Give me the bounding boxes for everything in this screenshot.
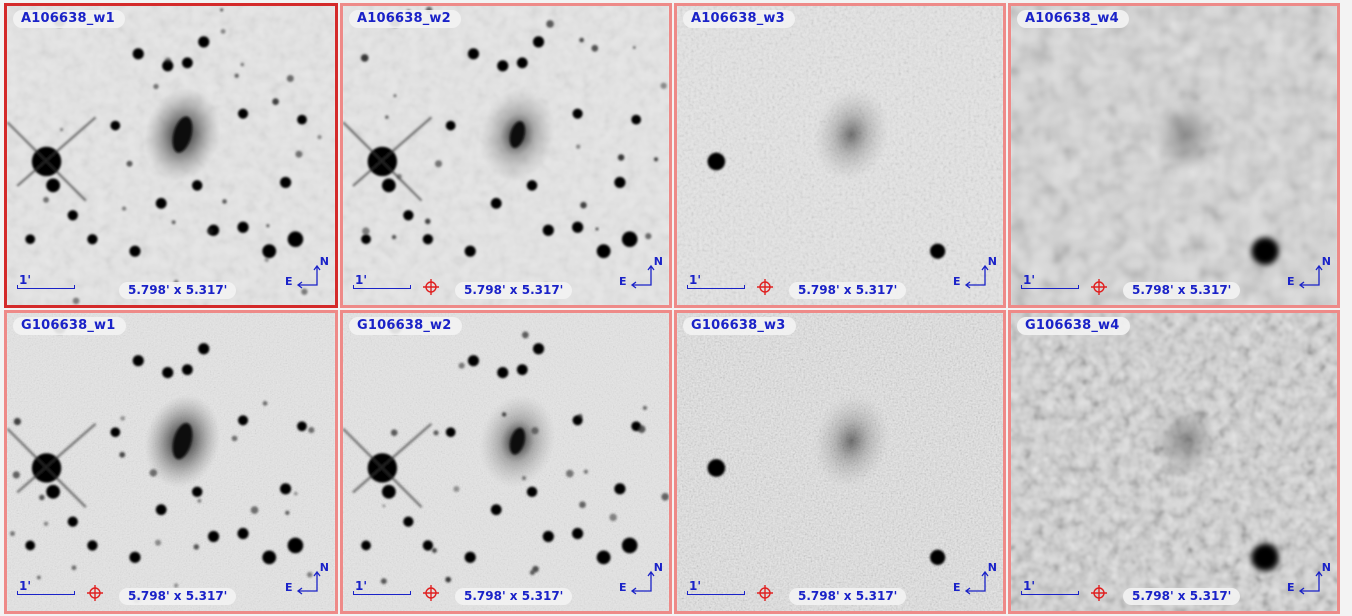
compass-icon: N E bbox=[1287, 255, 1331, 293]
tile-title: G106638_w2 bbox=[349, 317, 462, 335]
image-tile-g-w2[interactable]: G106638_w2 1' 5.798' x 5.317' N E bbox=[340, 310, 672, 614]
scale-bar: 1' bbox=[687, 579, 749, 597]
target-crosshair-icon[interactable] bbox=[757, 279, 773, 295]
scale-label: 1' bbox=[19, 273, 32, 287]
compass-north-label: N bbox=[987, 255, 997, 268]
scale-bar: 1' bbox=[687, 273, 749, 291]
compass-north-label: N bbox=[1321, 561, 1331, 574]
field-size-label: 5.798' x 5.317' bbox=[1123, 588, 1241, 605]
compass-icon: N E bbox=[285, 561, 329, 599]
tile-title: G106638_w1 bbox=[13, 317, 126, 335]
tile-title: A106638_w2 bbox=[349, 10, 461, 28]
scale-label: 1' bbox=[19, 579, 32, 593]
compass-north-label: N bbox=[653, 255, 663, 268]
target-crosshair-icon[interactable] bbox=[423, 585, 439, 601]
scale-bar: 1' bbox=[17, 273, 79, 291]
compass-east-label: E bbox=[953, 581, 961, 594]
image-tile-g-w4[interactable]: G106638_w4 1' 5.798' x 5.317' N E bbox=[1008, 310, 1340, 614]
field-size-label: 5.798' x 5.317' bbox=[455, 282, 573, 299]
compass-east-label: E bbox=[1287, 581, 1295, 594]
compass-east-label: E bbox=[619, 275, 627, 288]
field-size-label: 5.798' x 5.317' bbox=[119, 282, 237, 299]
scale-bar: 1' bbox=[1021, 273, 1083, 291]
scale-label: 1' bbox=[1023, 579, 1036, 593]
field-size-label: 5.798' x 5.317' bbox=[119, 588, 237, 605]
image-tile-g-w3[interactable]: G106638_w3 1' 5.798' x 5.317' N E bbox=[674, 310, 1006, 614]
compass-north-label: N bbox=[319, 561, 329, 574]
image-tile-a-w4[interactable]: A106638_w4 1' 5.798' x 5.317' N E bbox=[1008, 3, 1340, 308]
tile-title: G106638_w4 bbox=[1017, 317, 1130, 335]
compass-north-label: N bbox=[653, 561, 663, 574]
scale-label: 1' bbox=[355, 273, 368, 287]
compass-north-label: N bbox=[987, 561, 997, 574]
target-crosshair-icon[interactable] bbox=[1091, 279, 1107, 295]
scale-label: 1' bbox=[689, 273, 702, 287]
scale-label: 1' bbox=[1023, 273, 1036, 287]
image-tile-a-w3[interactable]: A106638_w3 1' 5.798' x 5.317' N E bbox=[674, 3, 1006, 308]
sky-image bbox=[677, 313, 1003, 611]
scale-label: 1' bbox=[689, 579, 702, 593]
compass-icon: N E bbox=[953, 561, 997, 599]
field-size-label: 5.798' x 5.317' bbox=[789, 588, 907, 605]
sky-image bbox=[343, 313, 669, 611]
sky-image bbox=[1011, 313, 1337, 611]
sky-image bbox=[7, 313, 335, 611]
field-size-label: 5.798' x 5.317' bbox=[789, 282, 907, 299]
compass-east-label: E bbox=[619, 581, 627, 594]
field-size-label: 5.798' x 5.317' bbox=[455, 588, 573, 605]
target-crosshair-icon[interactable] bbox=[1091, 585, 1107, 601]
compass-icon: N E bbox=[285, 255, 329, 293]
compass-icon: N E bbox=[953, 255, 997, 293]
compass-east-label: E bbox=[953, 275, 961, 288]
scale-bar: 1' bbox=[353, 273, 415, 291]
image-tile-a-w2[interactable]: A106638_w2 1' 5.798' x 5.317' N E bbox=[340, 3, 672, 308]
tile-title: A106638_w1 bbox=[13, 10, 125, 28]
target-crosshair-icon[interactable] bbox=[423, 279, 439, 295]
compass-icon: N E bbox=[619, 561, 663, 599]
compass-east-label: E bbox=[285, 275, 293, 288]
compass-north-label: N bbox=[1321, 255, 1331, 268]
tile-title: A106638_w4 bbox=[1017, 10, 1129, 28]
tile-title: A106638_w3 bbox=[683, 10, 795, 28]
compass-north-label: N bbox=[319, 255, 329, 268]
scale-bar: 1' bbox=[1021, 579, 1083, 597]
sky-image bbox=[677, 6, 1003, 305]
image-tile-a-w1[interactable]: A106638_w1 1' 5.798' x 5.317' N E bbox=[4, 3, 338, 308]
compass-icon: N E bbox=[619, 255, 663, 293]
compass-east-label: E bbox=[1287, 275, 1295, 288]
field-size-label: 5.798' x 5.317' bbox=[1123, 282, 1241, 299]
scale-bar: 1' bbox=[17, 579, 79, 597]
scale-bar: 1' bbox=[353, 579, 415, 597]
tile-title: G106638_w3 bbox=[683, 317, 796, 335]
target-crosshair-icon[interactable] bbox=[87, 585, 103, 601]
sky-image bbox=[343, 6, 669, 305]
sky-image bbox=[1011, 6, 1337, 305]
compass-icon: N E bbox=[1287, 561, 1331, 599]
target-crosshair-icon[interactable] bbox=[757, 585, 773, 601]
image-tile-g-w1[interactable]: G106638_w1 1' 5.798' x 5.317' N E bbox=[4, 310, 338, 614]
sky-image bbox=[7, 6, 335, 305]
compass-east-label: E bbox=[285, 581, 293, 594]
scale-label: 1' bbox=[355, 579, 368, 593]
